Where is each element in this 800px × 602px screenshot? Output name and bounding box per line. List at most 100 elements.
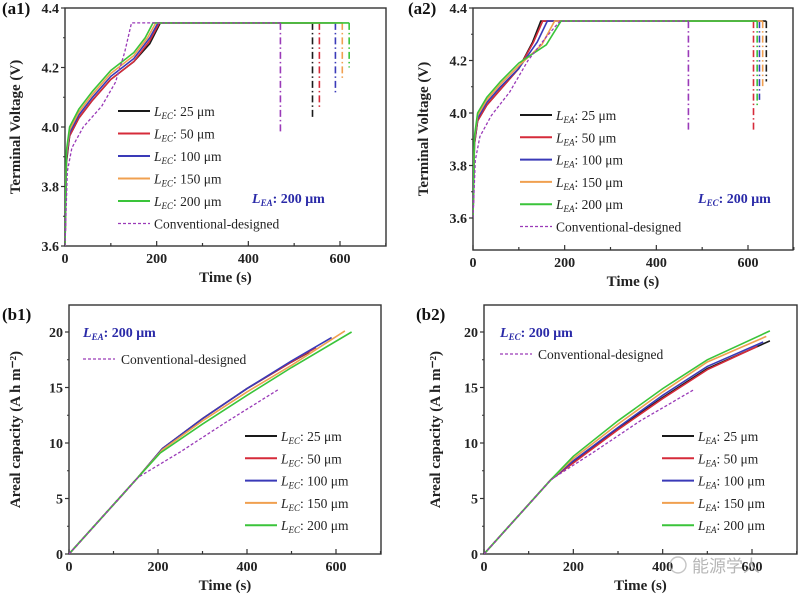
panel-label: (b2): [416, 305, 445, 324]
legend-label: LEA: 25 μm: [697, 429, 759, 446]
thickness-annotation: LEC: 200 μm: [499, 326, 573, 342]
x-tick-label: 400: [238, 252, 259, 267]
legend-label: LEA: 50 μm: [697, 451, 759, 468]
x-tick-label: 200: [148, 560, 169, 575]
series-line: [69, 331, 353, 554]
series-group: [473, 20, 768, 219]
x-tick-label: 400: [237, 560, 258, 575]
y-tick-label: 0: [56, 548, 63, 563]
legend: LEA: 25 μm LEA: 50 μm LEA: 100 μm LEA: 150 …: [662, 429, 766, 535]
legend-label: LEA: 25 μm: [555, 108, 617, 125]
x-tick-label: 400: [646, 256, 667, 271]
x-tick-label: 0: [62, 252, 69, 267]
y-tick-label: 3.6: [450, 212, 468, 227]
x-tick-label: 200: [563, 560, 584, 575]
series-line: [65, 22, 350, 246]
series-line: [473, 20, 758, 219]
y-tick-label: 0: [471, 548, 478, 563]
y-tick-label: 4.4: [42, 2, 60, 17]
panel-label: (a2): [408, 0, 436, 18]
y-tick-label: 10: [464, 437, 478, 452]
x-axis-title: Time (s): [199, 578, 252, 594]
y-axis-title: Areal capacity (A h m⁻²): [428, 351, 444, 508]
legend-label: LEC: 25 μm: [280, 429, 342, 446]
plot-frame: [64, 7, 387, 247]
y-axis-title: Areal capacity (A h m⁻²): [8, 351, 24, 508]
x-tick-label: 200: [554, 256, 575, 271]
plot-frame: [483, 304, 798, 555]
legend-label: LEC: 200 μm: [153, 194, 222, 211]
watermark: 能源学人: [669, 556, 760, 577]
legend-label: LEA: 50 μm: [555, 130, 617, 147]
chart-b2: 0 200 400 600 0 5 10 15 20 Time (s) Areal capacity…: [416, 304, 798, 594]
y-tick-label: 3.8: [450, 160, 468, 175]
legend: LEC: 25 μm LEC: 50 μm LEC: 100 μm LEC: 150 …: [245, 429, 349, 535]
x-axis-title: Time (s): [614, 578, 667, 594]
chart-b1: 0 200 400 600 0 5 10 15 20 Time (s) Areal capacity…: [2, 304, 382, 594]
chart-a1: 0 200 400 600 3.6 3.8 4.0 4.2 4.4 Time (s) Termina…: [2, 0, 387, 286]
y-tick-label: 4.4: [450, 2, 468, 17]
x-axis-title: Time (s): [199, 270, 252, 286]
chart-a2: 0 200 400 600 3.6 3.8 4.0 4.2 4.4 Time (s) Termina…: [408, 0, 795, 290]
legend-label: LEA: 150 μm: [555, 175, 624, 192]
y-axis-title: Terminal Voltage (V): [8, 60, 24, 194]
series-group: [69, 330, 353, 554]
y-tick-label: 10: [49, 437, 63, 452]
legend-label: Conventional-designed: [154, 217, 279, 232]
y-tick-label: 3.8: [42, 181, 60, 196]
series-line: [69, 346, 317, 554]
legend-label: LEA: 100 μm: [697, 474, 766, 491]
legend-label: Conventional-designed: [556, 220, 681, 235]
series-line: [473, 20, 689, 219]
series-line: [65, 22, 281, 246]
legend: LEA: 25 μm LEA: 50 μm LEA: 100 μm LEA: 150 …: [520, 108, 681, 235]
legend: LEC: 25 μm LEC: 50 μm LEC: 100 μm LEC: 150 …: [118, 104, 279, 232]
y-tick-label: 4.2: [42, 62, 60, 77]
plot-frame: [472, 7, 794, 251]
x-tick-label: 600: [326, 560, 347, 575]
legend-label: LEC: 150 μm: [280, 496, 349, 513]
panel-label: (b1): [2, 305, 31, 324]
series-line: [484, 389, 695, 554]
legend-label: LEA: 200 μm: [697, 518, 766, 535]
x-axis-title: Time (s): [607, 274, 660, 290]
panel-label: (a1): [2, 0, 30, 18]
y-tick-label: 4.0: [450, 107, 468, 122]
legend-label-conventional: Conventional-designed: [121, 352, 246, 367]
series-group: [65, 22, 350, 246]
y-tick-label: 4.0: [42, 121, 60, 136]
y-tick-label: 3.6: [42, 240, 60, 255]
series-line: [69, 351, 310, 554]
series-group: [484, 330, 771, 554]
y-tick-label: 20: [464, 326, 478, 341]
legend-label: LEC: 50 μm: [280, 451, 342, 468]
y-tick-label: 4.2: [450, 55, 468, 70]
x-tick-label: 200: [146, 252, 167, 267]
legend-label: LEA: 200 μm: [555, 197, 624, 214]
legend-label: LEA: 100 μm: [555, 153, 624, 170]
y-axis-title: Terminal Voltage (V): [416, 62, 432, 196]
legend-label: LEA: 150 μm: [697, 496, 766, 513]
legend-label: LEC: 25 μm: [153, 104, 215, 121]
x-tick-label: 0: [481, 560, 488, 575]
thickness-annotation: LEA: 200 μm: [82, 326, 156, 342]
y-tick-label: 5: [56, 493, 63, 508]
x-tick-label: 0: [470, 256, 477, 271]
x-tick-label: 600: [738, 256, 759, 271]
y-tick-label: 15: [464, 382, 478, 397]
wechat-icon: [669, 556, 687, 574]
y-tick-label: 15: [49, 382, 63, 397]
x-tick-label: 600: [742, 560, 763, 575]
x-tick-label: 400: [652, 560, 673, 575]
legend-label: LEC: 100 μm: [280, 474, 349, 491]
legend-label-conventional: Conventional-designed: [538, 347, 663, 362]
legend-label: LEC: 100 μm: [153, 149, 222, 166]
legend-label: LEC: 150 μm: [153, 172, 222, 189]
x-tick-label: 600: [330, 252, 351, 267]
thickness-annotation: LEC: 200 μm: [697, 192, 771, 208]
watermark-text: 能源学人: [692, 557, 760, 577]
plot-frame: [68, 304, 382, 555]
legend-label: LEC: 200 μm: [280, 518, 349, 535]
series-line: [69, 389, 279, 554]
